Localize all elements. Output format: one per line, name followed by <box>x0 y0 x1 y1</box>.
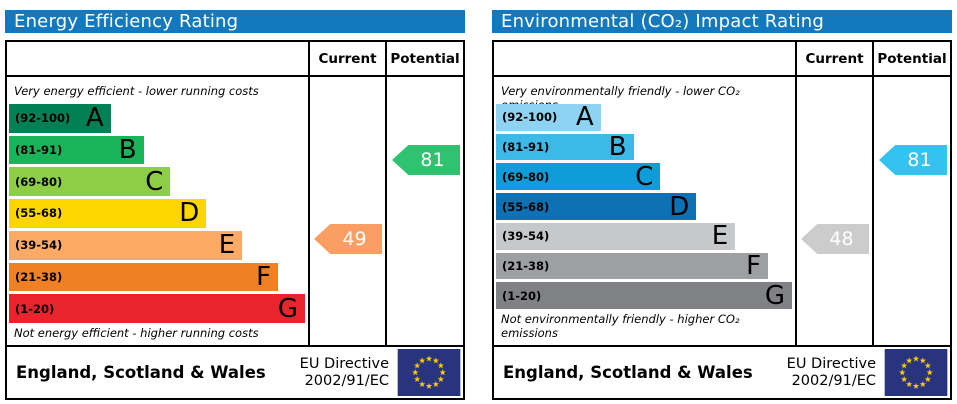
top-caption: Very energy efficient - lower running co… <box>14 84 259 98</box>
band-letter: D <box>179 198 200 229</box>
environmental-impact-panel: Environmental (CO₂) Impact Rating Curren… <box>492 10 952 400</box>
band-letter: E <box>218 230 236 261</box>
header-spacer <box>7 42 308 75</box>
bottom-caption: Not energy efficient - higher running co… <box>14 326 259 340</box>
band-range-label: (69-80) <box>15 174 63 189</box>
band-range-label: (1-20) <box>15 301 55 316</box>
header-spacer <box>494 42 795 75</box>
band-letter: B <box>608 132 627 163</box>
band-d: (55-68) D <box>9 198 207 229</box>
band-letter: F <box>256 261 272 292</box>
eu-flag-icon <box>397 349 461 396</box>
potential-rating-value: 81 <box>907 149 932 171</box>
band-e: (39-54) E <box>496 221 736 252</box>
potential-rating-arrow: 81 <box>392 145 460 175</box>
band-f: (21-38) F <box>9 261 279 292</box>
current-column: 48 <box>795 77 872 345</box>
eu-directive-line1: EU Directive <box>299 355 389 372</box>
band-area: Very environmentally friendly - lower CO… <box>494 77 795 345</box>
panel-title: Environmental (CO₂) Impact Rating <box>501 11 825 32</box>
energy-efficiency-panel: Energy Efficiency Rating Current Potenti… <box>5 10 465 400</box>
current-rating-arrow: 48 <box>801 224 869 254</box>
current-column-header: Current <box>795 42 872 75</box>
panel-title: Energy Efficiency Rating <box>14 11 239 32</box>
band-range-label: (81-91) <box>15 142 63 157</box>
band-g: (1-20) G <box>9 294 305 323</box>
table-body: Very environmentally friendly - lower CO… <box>494 77 950 345</box>
environmental-rating-table: Current Potential Very environmentally f… <box>492 40 952 400</box>
bottom-caption: Not environmentally friendly - higher CO… <box>501 312 740 341</box>
band-letter: G <box>764 280 785 311</box>
band-range-label: (21-38) <box>15 269 63 284</box>
band-range-label: (39-54) <box>502 229 550 244</box>
band-d: (55-68) D <box>496 191 697 222</box>
band-letter: D <box>669 191 690 222</box>
region-label: England, Scotland & Wales <box>16 363 266 382</box>
band-letter: A <box>85 103 104 134</box>
region-label: England, Scotland & Wales <box>503 363 753 382</box>
band-range-label: (39-54) <box>15 238 63 253</box>
band-b: (81-91) B <box>496 132 634 163</box>
eu-flag-icon <box>884 349 948 396</box>
current-column: 49 <box>308 77 385 345</box>
potential-column-header: Potential <box>385 42 463 75</box>
table-footer: England, Scotland & Wales EU Directive 2… <box>7 345 463 398</box>
band-range-label: (21-38) <box>502 258 550 273</box>
band-letter: A <box>575 102 594 133</box>
current-rating-value: 49 <box>342 228 367 250</box>
potential-column-header: Potential <box>872 42 950 75</box>
band-range-label: (92-100) <box>502 110 558 125</box>
band-c: (69-80) C <box>496 161 661 192</box>
eu-directive-line2: 2002/91/EC <box>791 372 876 389</box>
potential-rating-value: 81 <box>420 149 445 171</box>
band-letter: E <box>711 221 729 252</box>
eu-directive-label: EU Directive 2002/91/EC <box>300 356 389 389</box>
band-area: Very energy efficient - lower running co… <box>7 77 308 345</box>
table-footer: England, Scotland & Wales EU Directive 2… <box>494 345 950 398</box>
band-range-label: (92-100) <box>15 111 71 126</box>
band-range-label: (55-68) <box>502 199 550 214</box>
potential-column: 81 <box>872 77 950 345</box>
band-b: (81-91) B <box>9 134 144 165</box>
band-range-label: (1-20) <box>502 288 542 303</box>
table-header-row: Current Potential <box>494 42 950 77</box>
eu-directive-label: EU Directive 2002/91/EC <box>787 356 876 389</box>
band-letter: C <box>635 161 654 192</box>
band-g: (1-20) G <box>496 280 792 311</box>
band-range-label: (81-91) <box>502 140 550 155</box>
band-f: (21-38) F <box>496 250 769 281</box>
table-body: Very energy efficient - lower running co… <box>7 77 463 345</box>
band-letter: B <box>118 134 137 165</box>
band-e: (39-54) E <box>9 230 243 261</box>
band-letter: C <box>145 166 164 197</box>
band-range-label: (69-80) <box>502 169 550 184</box>
eu-directive-line2: 2002/91/EC <box>304 372 389 389</box>
band-a: (92-100) A <box>9 103 111 134</box>
eu-directive-line1: EU Directive <box>786 355 876 372</box>
potential-column: 81 <box>385 77 463 345</box>
environmental-title-bar: Environmental (CO₂) Impact Rating <box>492 10 952 33</box>
band-letter: G <box>277 293 298 324</box>
band-a: (92-100) A <box>496 104 601 131</box>
band-c: (69-80) C <box>9 166 171 197</box>
potential-rating-arrow: 81 <box>879 145 947 175</box>
band-letter: F <box>746 250 762 281</box>
energy-rating-table: Current Potential Very energy efficient … <box>5 40 465 400</box>
current-rating-arrow: 49 <box>314 224 382 254</box>
energy-title-bar: Energy Efficiency Rating <box>5 10 465 33</box>
table-header-row: Current Potential <box>7 42 463 77</box>
current-column-header: Current <box>308 42 385 75</box>
current-rating-value: 48 <box>829 228 854 250</box>
band-range-label: (55-68) <box>15 206 63 221</box>
top-caption: Very environmentally friendly - lower CO… <box>501 84 740 112</box>
